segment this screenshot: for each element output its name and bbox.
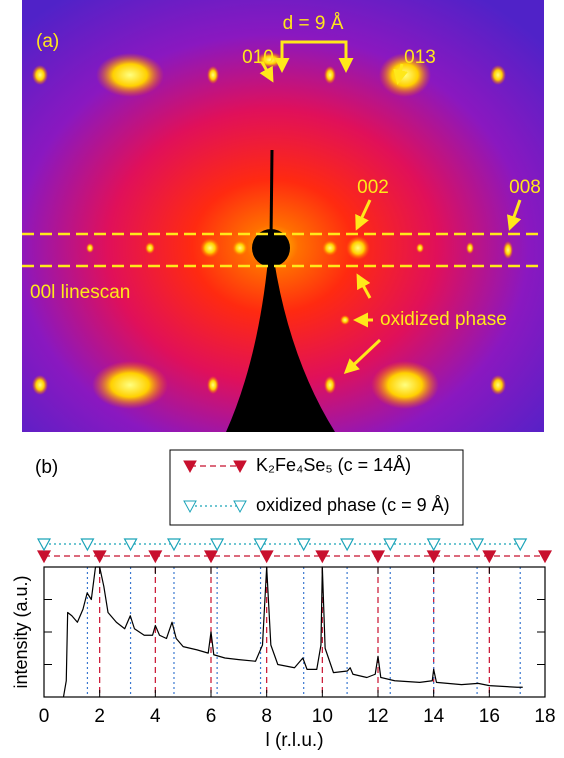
beamstop-arm xyxy=(226,260,335,432)
reflection-marker xyxy=(383,538,398,552)
x-tick-label: 14 xyxy=(423,706,445,727)
line-chart: (b) xyxy=(35,449,464,526)
reflection-marker xyxy=(315,550,330,564)
arrows xyxy=(259,40,522,375)
reflection-marker xyxy=(340,538,355,552)
legend-marker xyxy=(233,500,247,514)
reflection-marker xyxy=(296,538,311,552)
panel-label: (a) xyxy=(36,31,59,52)
beamstop-wire xyxy=(269,149,274,241)
reflection-marker xyxy=(513,538,528,552)
plot-frame xyxy=(43,566,546,698)
reflection-marker xyxy=(92,550,107,564)
reflection-marker xyxy=(36,538,52,552)
x-tick-label: 2 xyxy=(94,706,105,727)
reflection-marker xyxy=(482,550,497,564)
x-tick-label: 0 xyxy=(39,706,50,727)
reflection-label: 013 xyxy=(404,47,436,68)
legend-label: oxidized phase (c = 9 Å) xyxy=(256,495,450,515)
legend-label: K₂Fe₄Se₅ (c = 14Å) xyxy=(256,455,411,475)
reflection-marker xyxy=(426,538,441,552)
legend-box xyxy=(169,449,464,526)
spacing-label: d = 9 Å xyxy=(283,13,344,34)
reflection-marker xyxy=(537,550,553,564)
x-tick-label: 8 xyxy=(261,706,272,727)
y-axis-label: intensity (a.u.) xyxy=(11,575,31,688)
reflection-marker xyxy=(259,550,274,564)
reflection-marker xyxy=(253,538,268,552)
x-tick-label: 18 xyxy=(534,706,555,727)
panel-label: (b) xyxy=(35,457,58,478)
diffraction-image: (a) d = 9 Å 010 013 002 008 00l linescan… xyxy=(22,0,544,432)
beamstop xyxy=(252,229,290,267)
x-axis-label: l (r.l.u.) xyxy=(265,730,323,751)
reflection-marker xyxy=(80,538,95,552)
x-tick-label: 12 xyxy=(367,706,388,727)
x-tick-label: 16 xyxy=(479,706,500,727)
legend-marker xyxy=(183,460,197,474)
reflection-marker xyxy=(166,538,181,552)
linescan-label: 00l linescan xyxy=(30,282,130,303)
reflection-marker xyxy=(210,538,225,552)
intensity-curve xyxy=(62,566,523,698)
reflection-marker xyxy=(470,538,485,552)
legend-marker xyxy=(183,500,197,514)
x-tick-label: 4 xyxy=(150,706,161,727)
phase-label: oxidized phase xyxy=(380,309,507,330)
reflection-label: 008 xyxy=(509,177,541,198)
reflection-marker xyxy=(123,538,138,552)
reflection-label: 002 xyxy=(357,177,389,198)
x-tick-label: 6 xyxy=(206,706,217,727)
reflection-label: 010 xyxy=(242,47,274,68)
reflection-marker xyxy=(203,550,219,564)
reflection-marker xyxy=(370,550,386,564)
x-tick-label: 10 xyxy=(312,706,333,727)
linescan-window xyxy=(22,232,544,268)
reflection-marker xyxy=(148,550,163,564)
legend-marker xyxy=(233,460,247,474)
